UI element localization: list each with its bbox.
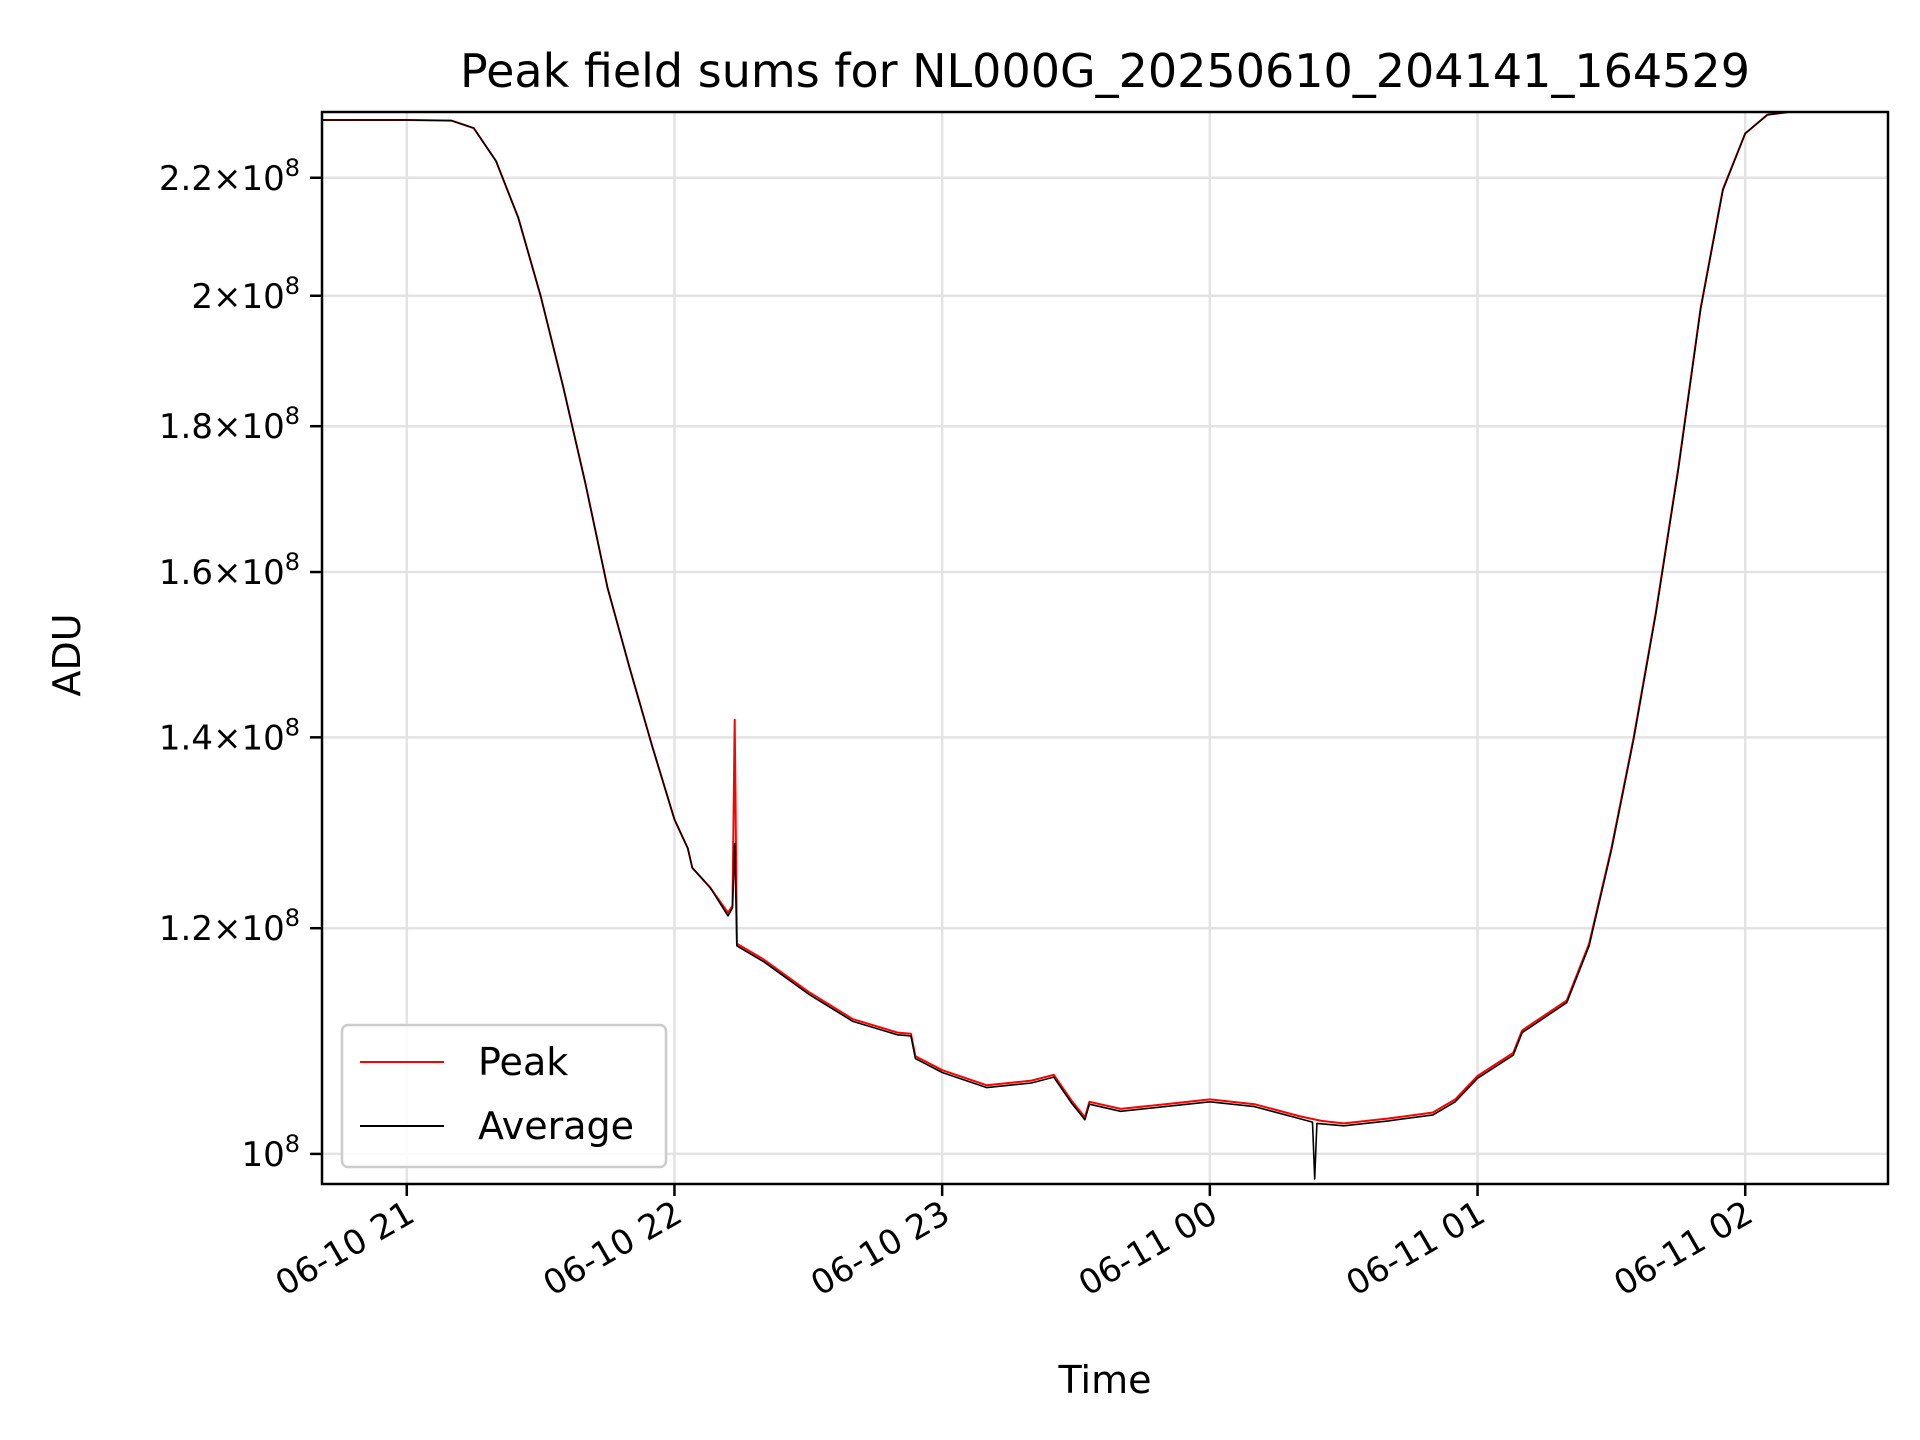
legend-label: Average <box>478 1104 634 1148</box>
y-axis-ticks: 108 1.2×108 1.4×108 1.6×108 1.8×108 2×108 2.2×… <box>159 154 322 1175</box>
y-tick-label: 2.2×108 <box>159 154 300 199</box>
plot-frame <box>320 110 1890 1186</box>
chart-title: Peak field sums for NL000G_20250610_2041… <box>460 44 1750 98</box>
legend-label: Peak <box>478 1040 568 1084</box>
gridlines <box>322 112 1888 1184</box>
y-axis-label: ADU <box>45 613 89 696</box>
y-tick-label: 1.6×108 <box>159 548 300 593</box>
legend-box <box>340 1023 668 1169</box>
legend: Peak Average <box>340 1023 668 1169</box>
y-tick-label: 2×108 <box>191 272 300 317</box>
plot-area <box>322 112 1888 1180</box>
y-tick-label: 108 <box>241 1130 300 1175</box>
series-line-average <box>322 112 1888 1180</box>
x-axis-label: Time <box>1058 1358 1152 1402</box>
y-tick-label: 1.4×108 <box>159 713 300 758</box>
y-tick-label: 1.2×108 <box>159 904 300 949</box>
y-tick-label: 1.8×108 <box>159 402 300 447</box>
